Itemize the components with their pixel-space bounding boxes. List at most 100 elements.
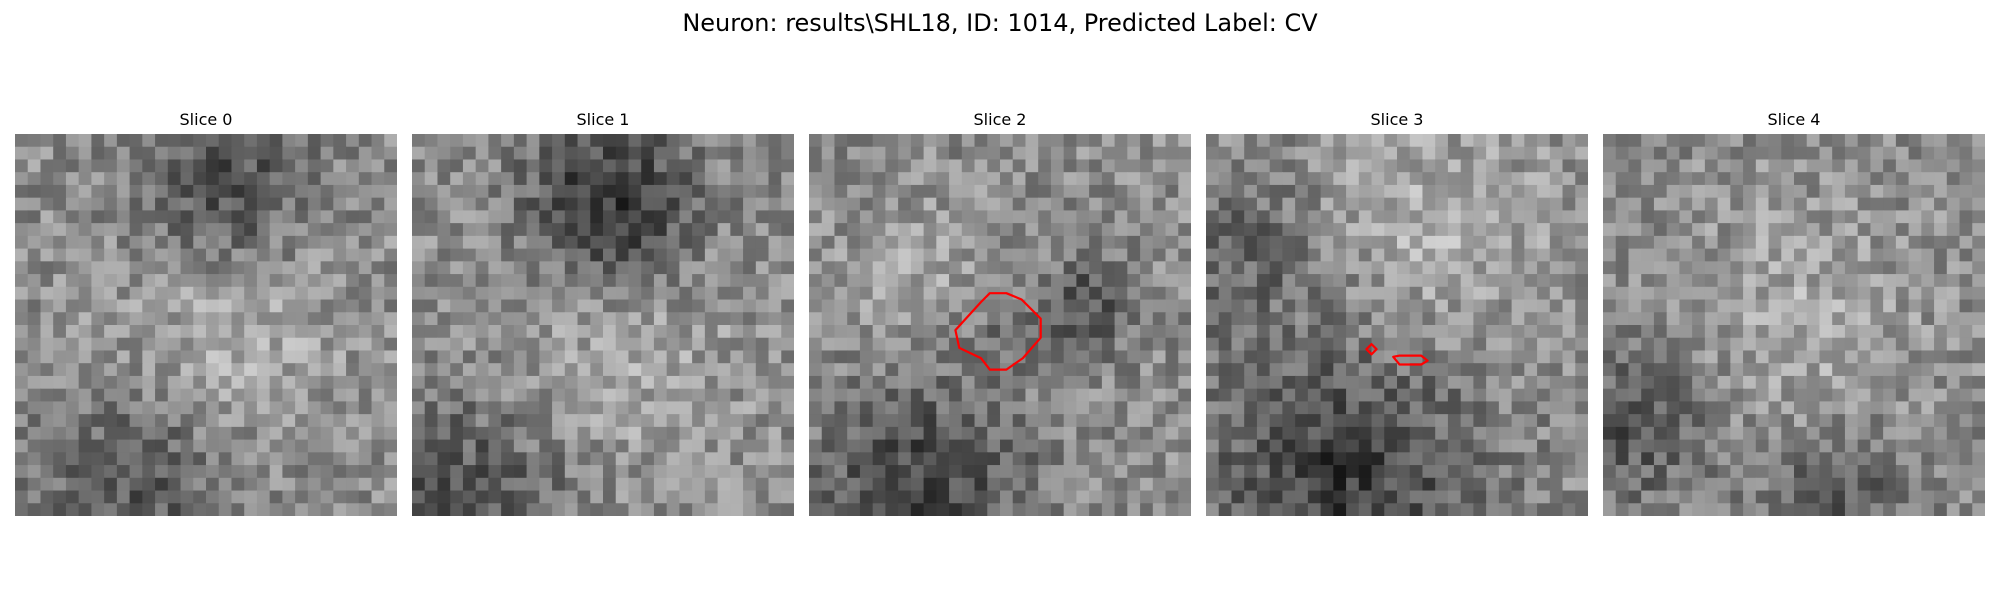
pixel: [295, 197, 309, 211]
pixel: [1498, 286, 1513, 301]
pixel: [155, 299, 169, 313]
pixel: [513, 312, 528, 326]
pixel: [1832, 146, 1846, 161]
pixel: [1038, 274, 1052, 288]
pixel: [1806, 223, 1821, 237]
pixel: [167, 223, 182, 237]
pixel: [462, 363, 477, 377]
pixel: [539, 223, 553, 237]
pixel: [1781, 146, 1795, 161]
pixel: [1857, 465, 1871, 479]
pixel: [1641, 146, 1655, 161]
pixel: [1498, 197, 1513, 211]
pixel: [116, 325, 131, 339]
pixel: [552, 363, 566, 377]
pixel: [1486, 184, 1500, 199]
pixel: [412, 490, 426, 504]
pixel: [1178, 375, 1191, 390]
pixel: [898, 477, 912, 492]
pixel: [1666, 503, 1680, 516]
pixel: [1934, 337, 1948, 352]
pixel: [1755, 414, 1770, 428]
pixel: [320, 503, 334, 516]
pixel: [1832, 363, 1846, 377]
pixel: [1231, 248, 1245, 262]
pixel: [1435, 375, 1449, 390]
pixel: [1422, 235, 1436, 250]
pixel: [1603, 414, 1617, 428]
pixel: [256, 210, 271, 224]
pixel: [1730, 172, 1744, 186]
pixel: [1038, 235, 1052, 250]
pixel: [15, 503, 29, 516]
pixel: [1218, 401, 1233, 415]
pixel: [333, 414, 347, 428]
pixel: [1295, 134, 1309, 148]
pixel: [1307, 401, 1322, 415]
pixel: [1704, 452, 1719, 466]
pixel: [1282, 261, 1296, 275]
pixel: [1666, 490, 1680, 504]
pixel: [218, 312, 233, 326]
pixel: [333, 197, 347, 211]
pixel: [1333, 248, 1347, 262]
pixel: [488, 197, 502, 211]
pixel: [1794, 172, 1808, 186]
pixel: [1946, 184, 1961, 199]
pixel: [768, 210, 782, 224]
pixel: [167, 503, 182, 516]
pixel: [1537, 452, 1551, 466]
pixel: [603, 172, 617, 186]
pixel: [1101, 172, 1116, 186]
pixel: [193, 235, 207, 250]
pixel: [859, 235, 874, 250]
pixel: [307, 388, 322, 402]
pixel: [1218, 439, 1233, 453]
pixel: [1653, 235, 1668, 250]
pixel: [167, 197, 182, 211]
pixel: [1641, 184, 1655, 199]
pixel: [1946, 439, 1961, 453]
pixel: [1114, 134, 1128, 148]
pixel: [768, 363, 782, 377]
pixel: [488, 235, 502, 250]
pixel: [1628, 223, 1642, 237]
pixel: [475, 325, 489, 339]
pixel: [679, 414, 693, 428]
pixel: [358, 146, 373, 161]
pixel: [244, 286, 258, 301]
pixel: [1934, 261, 1948, 275]
pixel: [1768, 248, 1782, 262]
pixel: [1076, 159, 1090, 173]
pixel: [1921, 325, 1935, 339]
pixel: [1653, 465, 1668, 479]
pixel: [1320, 286, 1334, 301]
pixel: [193, 439, 207, 453]
pixel: [1575, 401, 1588, 415]
pixel: [104, 490, 118, 504]
pixel: [1730, 363, 1744, 377]
pixel: [475, 312, 489, 326]
pixel: [1114, 299, 1128, 313]
pixel: [1743, 439, 1757, 453]
pixel: [1295, 312, 1309, 326]
pixel: [475, 401, 489, 415]
pixel: [1524, 286, 1538, 301]
pixel: [1486, 299, 1500, 313]
pixel: [218, 286, 233, 301]
pixel: [1473, 274, 1487, 288]
pixel: [1946, 146, 1961, 161]
pixel: [590, 299, 604, 313]
pixel: [501, 197, 515, 211]
pixel: [1959, 172, 1973, 186]
pixel: [1282, 274, 1296, 288]
pixel: [1447, 375, 1462, 390]
pixel: [231, 477, 245, 492]
pixel: [1063, 146, 1077, 161]
pixel: [987, 414, 1001, 428]
pixel: [1231, 172, 1245, 186]
pixel: [1320, 337, 1334, 352]
pixel: [1641, 134, 1655, 148]
pixel: [949, 388, 963, 402]
pixel: [730, 490, 744, 504]
